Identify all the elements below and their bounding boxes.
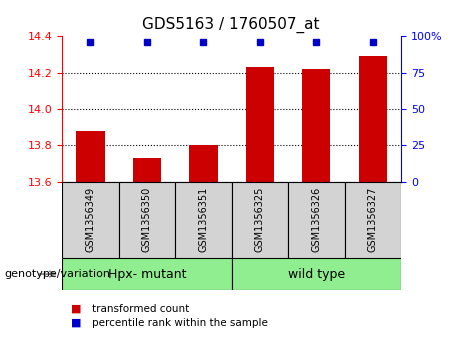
Text: percentile rank within the sample: percentile rank within the sample [92, 318, 268, 328]
Text: transformed count: transformed count [92, 303, 189, 314]
Bar [189, 145, 218, 182]
Bar [359, 56, 387, 182]
Text: GSM1356349: GSM1356349 [85, 187, 95, 252]
Bar [288, 182, 344, 258]
Text: GSM1356326: GSM1356326 [311, 187, 321, 252]
Bar [231, 258, 401, 290]
Text: Hpx- mutant: Hpx- mutant [108, 268, 186, 281]
Bar [62, 182, 118, 258]
Bar [175, 182, 231, 258]
Text: GSM1356351: GSM1356351 [198, 187, 208, 252]
Bar [344, 182, 401, 258]
Text: ■: ■ [71, 303, 82, 314]
Bar [133, 158, 161, 182]
Bar [77, 131, 105, 182]
Text: genotype/variation: genotype/variation [5, 269, 111, 279]
Text: ■: ■ [71, 318, 82, 328]
Text: GSM1356325: GSM1356325 [255, 187, 265, 252]
Bar [62, 258, 231, 290]
Text: GDS5163 / 1760507_at: GDS5163 / 1760507_at [142, 16, 319, 33]
Bar [302, 69, 331, 182]
Text: GSM1356327: GSM1356327 [368, 187, 378, 252]
Bar [231, 182, 288, 258]
Text: GSM1356350: GSM1356350 [142, 187, 152, 252]
Bar [118, 182, 175, 258]
Bar [246, 67, 274, 182]
Text: wild type: wild type [288, 268, 345, 281]
